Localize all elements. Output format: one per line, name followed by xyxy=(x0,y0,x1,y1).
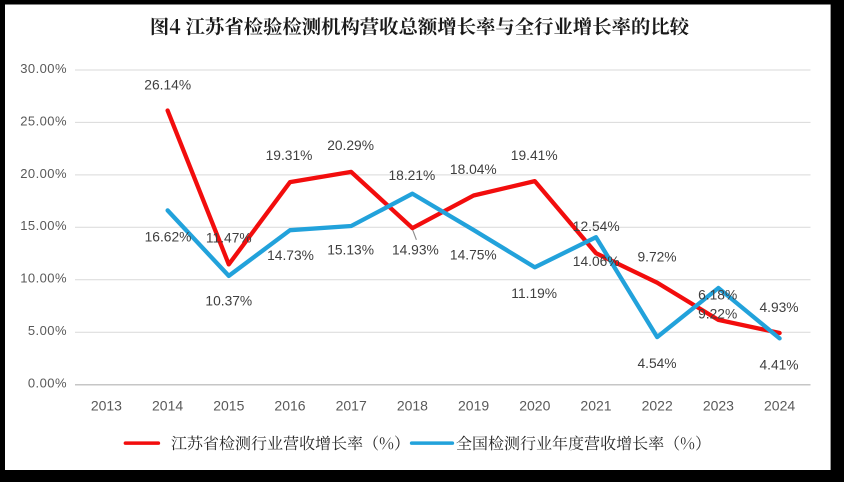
svg-text:15.13%: 15.13% xyxy=(327,242,374,257)
svg-text:0.00%: 0.00% xyxy=(28,376,67,391)
svg-text:2016: 2016 xyxy=(274,397,305,413)
svg-text:5.00%: 5.00% xyxy=(28,323,67,338)
svg-text:2023: 2023 xyxy=(703,397,734,413)
svg-text:2017: 2017 xyxy=(336,397,367,413)
svg-text:19.31%: 19.31% xyxy=(266,148,313,163)
svg-text:14.93%: 14.93% xyxy=(392,242,439,257)
svg-text:19.41%: 19.41% xyxy=(511,148,558,163)
svg-text:4.93%: 4.93% xyxy=(759,300,798,315)
svg-text:18.04%: 18.04% xyxy=(450,162,497,177)
svg-text:20.29%: 20.29% xyxy=(327,138,374,153)
svg-text:2018: 2018 xyxy=(397,397,428,413)
svg-text:2014: 2014 xyxy=(152,397,183,413)
svg-text:14.73%: 14.73% xyxy=(267,248,314,263)
svg-text:14.75%: 14.75% xyxy=(450,248,497,263)
svg-text:9.72%: 9.72% xyxy=(637,250,676,265)
svg-text:2019: 2019 xyxy=(458,397,489,413)
svg-text:4.41%: 4.41% xyxy=(759,357,798,372)
svg-text:2015: 2015 xyxy=(213,397,244,413)
svg-text:20.00%: 20.00% xyxy=(20,166,67,181)
svg-text:2022: 2022 xyxy=(642,397,673,413)
svg-text:14.06%: 14.06% xyxy=(573,254,620,269)
svg-text:11.47%: 11.47% xyxy=(206,230,252,245)
svg-text:11.19%: 11.19% xyxy=(511,286,557,301)
svg-text:2021: 2021 xyxy=(580,397,611,413)
svg-text:25.00%: 25.00% xyxy=(20,113,67,128)
svg-text:2024: 2024 xyxy=(764,397,795,413)
svg-text:2020: 2020 xyxy=(519,397,550,413)
svg-text:10.37%: 10.37% xyxy=(205,293,252,308)
svg-text:4.54%: 4.54% xyxy=(637,356,676,371)
svg-text:9.22%: 9.22% xyxy=(698,306,737,321)
svg-text:12.54%: 12.54% xyxy=(573,219,620,234)
svg-text:30.00%: 30.00% xyxy=(20,61,67,76)
svg-text:16.62%: 16.62% xyxy=(145,230,192,245)
svg-text:15.00%: 15.00% xyxy=(20,218,67,233)
svg-text:10.00%: 10.00% xyxy=(20,271,67,286)
svg-text:18.21%: 18.21% xyxy=(389,168,436,183)
svg-text:6.18%: 6.18% xyxy=(698,288,737,303)
svg-text:2013: 2013 xyxy=(91,397,122,413)
svg-text:26.14%: 26.14% xyxy=(144,77,191,92)
